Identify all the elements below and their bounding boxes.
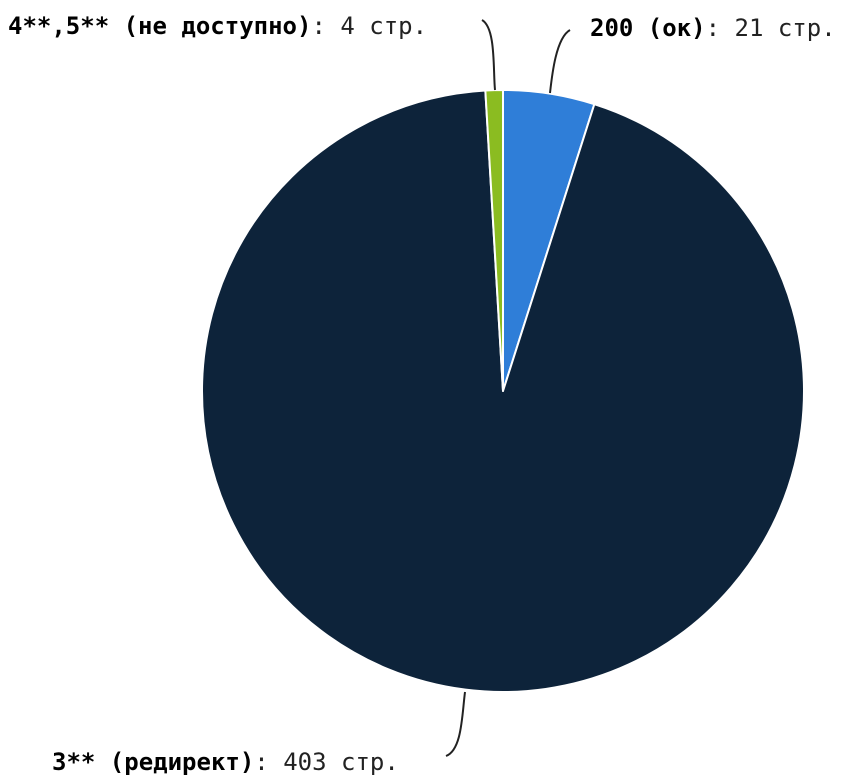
slice-label-3xx: 3** (редирект): 403 стр. <box>52 748 399 775</box>
leader-line-4xx-5xx <box>481 19 496 91</box>
pie-slice-4-5-не-доступно <box>484 89 504 392</box>
slice-label-200: 200 (ок): 21 стр. <box>590 14 836 42</box>
leader-line-200 <box>549 29 571 94</box>
leader-line-3xx <box>445 691 466 757</box>
pie-labels: 200 (ок): 21 стр. 4**,5** (не доступно):… <box>8 12 836 775</box>
slice-label-4xx-5xx: 4**,5** (не доступно): 4 стр. <box>8 12 427 40</box>
pie-slices <box>201 89 805 693</box>
